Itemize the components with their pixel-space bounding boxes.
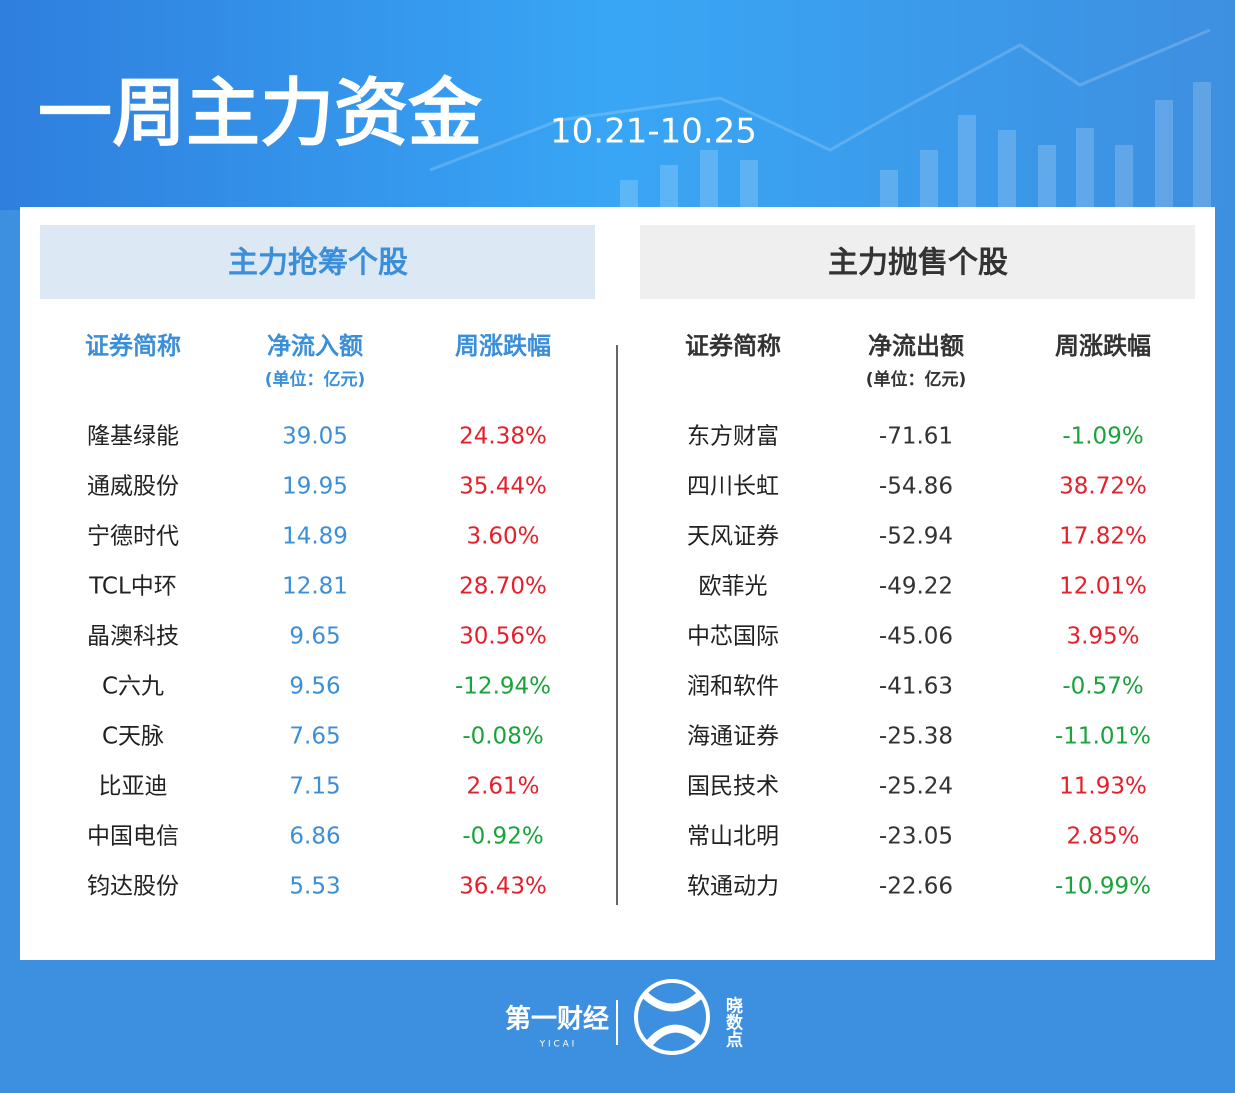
stock-name: 宁德时代 <box>87 524 179 550</box>
stock-name: 比亚迪 <box>99 774 168 800</box>
net-flow: -22.66 <box>879 874 953 900</box>
column-header: 证券简称 <box>685 332 781 360</box>
weekly-change: 28.70% <box>459 574 547 600</box>
stock-name: 国民技术 <box>687 774 779 800</box>
brand-en: Y I C A I <box>539 1040 575 1050</box>
weekly-change: -12.94% <box>455 674 551 700</box>
weekly-change: -10.99% <box>1055 874 1151 900</box>
weekly-change: -11.01% <box>1055 724 1151 750</box>
table-title-box <box>40 225 595 299</box>
stock-name: 润和软件 <box>687 674 779 700</box>
column-header: 证券简称 <box>85 332 181 360</box>
weekly-change: -0.57% <box>1062 674 1143 700</box>
net-flow: 9.56 <box>289 674 340 700</box>
unit-note: (单位：亿元) <box>866 369 967 390</box>
product: 晓数点 <box>722 996 743 1048</box>
stock-name: 晶澳科技 <box>87 624 179 650</box>
column-header: 周涨跌幅 <box>455 332 551 360</box>
net-flow: -41.63 <box>879 674 953 700</box>
stock-name: 海通证券 <box>687 724 779 750</box>
stock-name: 天风证券 <box>687 524 779 550</box>
stock-name: 隆基绿能 <box>87 424 179 450</box>
net-flow: 5.53 <box>289 874 340 900</box>
stock-name: C天脉 <box>102 724 164 750</box>
net-flow: -52.94 <box>879 524 953 550</box>
net-flow: 7.65 <box>289 724 340 750</box>
weekly-change: 11.93% <box>1059 774 1147 800</box>
net-flow: -25.38 <box>879 724 953 750</box>
brand: 第一财经 <box>505 1004 609 1035</box>
net-flow: 14.89 <box>282 524 348 550</box>
stock-name: 常山北明 <box>687 824 779 850</box>
table-title: 主力抛售个股 <box>828 246 1008 281</box>
stock-name: 软通动力 <box>687 874 779 900</box>
header-decoration <box>429 28 1211 210</box>
net-flow: -45.06 <box>879 624 953 650</box>
net-flow: -71.61 <box>879 424 953 450</box>
weekly-change: 17.82% <box>1059 524 1147 550</box>
stock-name: 通威股份 <box>87 474 179 500</box>
column-header: 净流入额 <box>267 332 363 360</box>
header-background <box>0 0 1235 210</box>
stock-name: 中芯国际 <box>687 624 779 650</box>
date-range: 10.21-10.25 <box>550 112 757 152</box>
weekly-change: -1.09% <box>1062 424 1143 450</box>
stock-name: TCL中环 <box>88 574 177 600</box>
stock-name: 中国电信 <box>87 824 179 850</box>
weekly-change: 30.56% <box>459 624 547 650</box>
net-flow: -25.24 <box>879 774 953 800</box>
table-title-box <box>640 225 1195 299</box>
net-flow: 12.81 <box>282 574 348 600</box>
net-flow: -54.86 <box>879 474 953 500</box>
stock-name: 钧达股份 <box>87 874 179 900</box>
net-flow: 7.15 <box>289 774 340 800</box>
weekly-change: 2.61% <box>466 774 539 800</box>
stock-name: 四川长虹 <box>687 474 779 500</box>
stock-name: 东方财富 <box>687 424 779 450</box>
weekly-change: 36.43% <box>459 874 547 900</box>
weekly-change: -0.08% <box>462 724 543 750</box>
column-header: 周涨跌幅 <box>1055 332 1151 360</box>
net-flow: 9.65 <box>289 624 340 650</box>
weekly-change: 12.01% <box>1059 574 1147 600</box>
weekly-change: 38.72% <box>1059 474 1147 500</box>
weekly-change: 3.60% <box>466 524 539 550</box>
net-flow: 19.95 <box>282 474 348 500</box>
column-header: 净流出额 <box>868 332 964 360</box>
weekly-change: 2.85% <box>1066 824 1139 850</box>
weekly-change: 35.44% <box>459 474 547 500</box>
stock-name: 欧菲光 <box>699 574 768 600</box>
weekly-change: 24.38% <box>459 424 547 450</box>
weekly-change: -0.92% <box>462 824 543 850</box>
net-flow: -23.05 <box>879 824 953 850</box>
net-flow: -49.22 <box>879 574 953 600</box>
footer-logo: 第一财经 Y I C A I 晓数点 <box>505 979 743 1055</box>
table-title: 主力抢筹个股 <box>228 246 408 281</box>
net-flow: 39.05 <box>282 424 348 450</box>
stock-name: C六九 <box>102 674 164 700</box>
net-flow: 6.86 <box>289 824 340 850</box>
weekly-change: 3.95% <box>1066 624 1139 650</box>
unit-note: (单位：亿元) <box>265 369 366 390</box>
title: 一周主力资金 <box>38 71 483 157</box>
